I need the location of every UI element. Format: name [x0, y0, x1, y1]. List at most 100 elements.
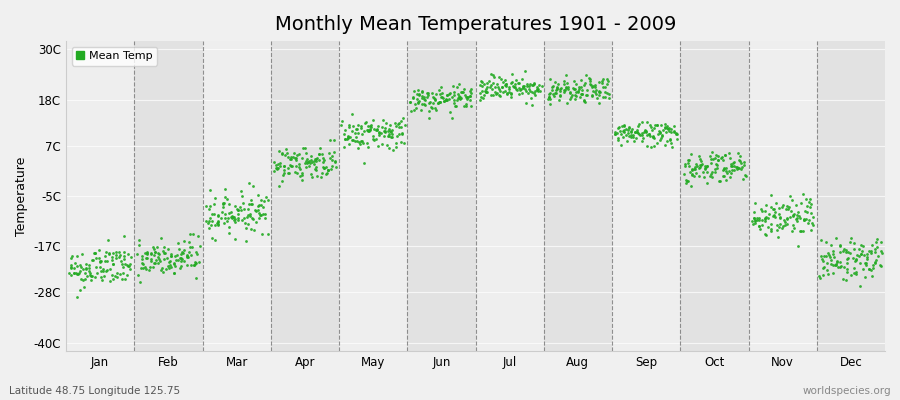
- Point: [747, 215, 761, 222]
- Point: [121, 251, 135, 258]
- Point: [639, 128, 653, 135]
- Point: [458, 92, 473, 98]
- Point: [135, 256, 149, 262]
- Point: [218, 186, 232, 192]
- Point: [187, 262, 202, 268]
- Point: [446, 92, 461, 99]
- Point: [228, 216, 242, 222]
- Point: [180, 254, 194, 260]
- Point: [228, 236, 242, 242]
- Point: [842, 250, 857, 256]
- Bar: [271, 41, 339, 351]
- Point: [362, 128, 376, 134]
- Point: [275, 178, 290, 184]
- Point: [498, 76, 512, 83]
- Point: [205, 211, 220, 218]
- Point: [334, 121, 348, 128]
- Point: [716, 157, 731, 163]
- Point: [844, 235, 859, 242]
- Point: [134, 252, 148, 259]
- Point: [635, 135, 650, 142]
- Point: [682, 168, 697, 175]
- Point: [158, 250, 172, 256]
- Point: [768, 208, 782, 215]
- Point: [542, 94, 556, 100]
- Point: [786, 222, 800, 228]
- Point: [725, 160, 740, 166]
- Point: [132, 242, 147, 249]
- Point: [456, 86, 471, 92]
- Point: [852, 260, 867, 266]
- Point: [870, 244, 885, 250]
- Point: [640, 142, 654, 149]
- Point: [317, 157, 331, 164]
- Point: [616, 123, 631, 130]
- Point: [531, 88, 545, 94]
- Point: [719, 168, 733, 174]
- Point: [515, 76, 529, 82]
- Point: [276, 163, 291, 170]
- Point: [592, 88, 607, 95]
- Point: [79, 266, 94, 272]
- Point: [211, 220, 225, 227]
- Point: [277, 163, 292, 170]
- Point: [79, 272, 94, 279]
- Point: [854, 251, 868, 257]
- Point: [113, 258, 128, 264]
- Point: [144, 251, 158, 258]
- Point: [543, 90, 557, 96]
- Point: [830, 258, 844, 264]
- Point: [92, 255, 106, 262]
- Point: [410, 96, 424, 102]
- Point: [292, 151, 306, 157]
- Point: [640, 119, 654, 125]
- Point: [463, 97, 477, 104]
- Point: [354, 125, 368, 131]
- Point: [541, 93, 555, 100]
- Point: [630, 128, 644, 135]
- Point: [489, 90, 503, 97]
- Point: [788, 224, 802, 231]
- Point: [337, 144, 351, 151]
- Point: [376, 128, 391, 134]
- Point: [220, 214, 235, 221]
- Point: [616, 129, 631, 136]
- Point: [375, 124, 390, 130]
- Point: [840, 260, 854, 267]
- Point: [700, 168, 715, 175]
- Point: [526, 90, 541, 96]
- Point: [325, 153, 339, 159]
- Point: [640, 132, 654, 138]
- Point: [370, 126, 384, 132]
- Point: [461, 94, 475, 100]
- Point: [302, 162, 316, 169]
- Point: [241, 200, 256, 207]
- Point: [485, 86, 500, 92]
- Point: [709, 161, 724, 168]
- Point: [658, 123, 672, 130]
- Point: [221, 200, 236, 207]
- Point: [287, 169, 302, 175]
- Point: [826, 262, 841, 268]
- Point: [723, 174, 737, 180]
- Point: [102, 251, 116, 257]
- Point: [769, 214, 783, 220]
- Point: [171, 239, 185, 246]
- Point: [562, 96, 577, 102]
- Point: [758, 214, 772, 221]
- Point: [577, 98, 591, 104]
- Point: [140, 255, 155, 261]
- Point: [253, 211, 267, 218]
- Point: [512, 80, 526, 87]
- Point: [504, 89, 518, 96]
- Point: [731, 165, 745, 171]
- Point: [710, 157, 724, 163]
- Point: [133, 279, 148, 286]
- Point: [248, 219, 263, 226]
- Point: [835, 276, 850, 282]
- Point: [549, 90, 563, 97]
- Point: [282, 170, 296, 176]
- Point: [292, 172, 307, 179]
- Point: [692, 152, 706, 159]
- Point: [535, 83, 549, 90]
